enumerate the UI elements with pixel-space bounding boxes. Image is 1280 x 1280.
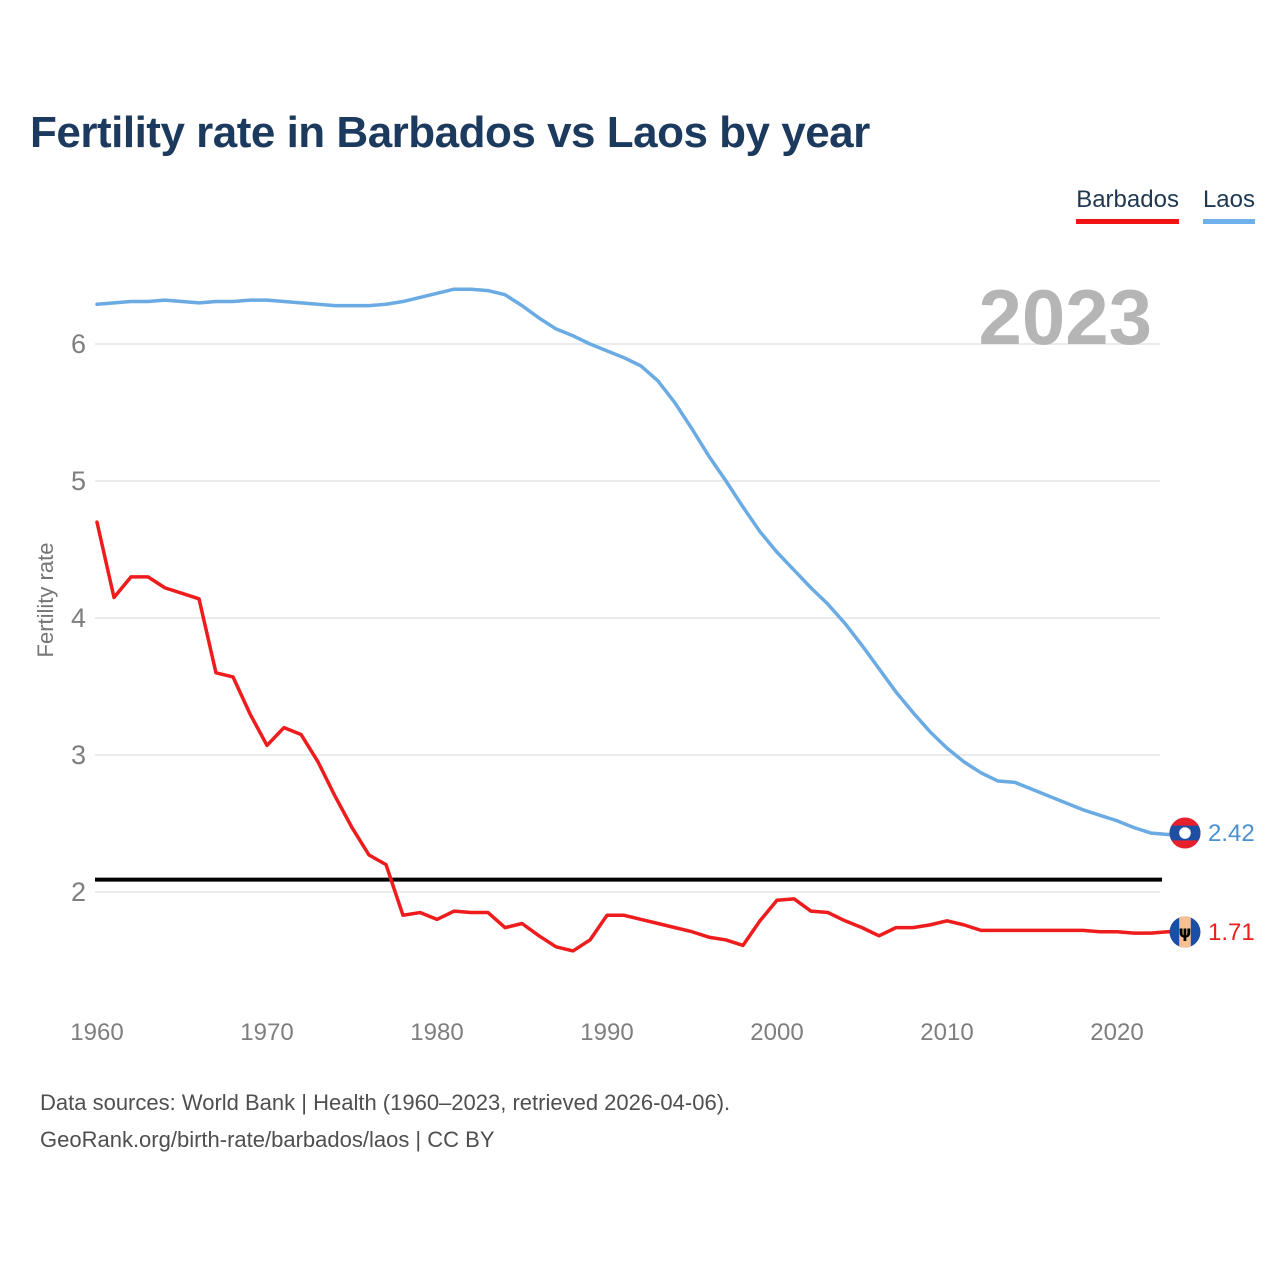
legend-item-barbados[interactable]: Barbados [1076, 186, 1179, 224]
svg-text:ψ: ψ [1179, 923, 1192, 942]
legend: Barbados Laos [1076, 186, 1255, 224]
barbados-flag-icon[interactable]: ψ [1169, 916, 1201, 948]
y-tick-3: 3 [71, 740, 86, 770]
x-tick-1970: 1970 [240, 1019, 293, 1046]
y-tick-5: 5 [71, 466, 86, 496]
barbados-end-value: 1.71 [1208, 919, 1255, 946]
y-tick-2: 2 [71, 877, 86, 907]
laos-line[interactable] [95, 287, 1174, 837]
y-tick-4: 4 [71, 603, 86, 633]
footer: Data sources: World Bank | Health (1960–… [40, 1084, 730, 1158]
watermark-year: 2023 [978, 273, 1152, 361]
x-tick-1980: 1980 [410, 1019, 463, 1046]
x-tick-2010: 2010 [920, 1019, 973, 1046]
laos-end-value: 2.42 [1208, 820, 1255, 847]
x-tick-2020: 2020 [1090, 1019, 1143, 1046]
laos-flag-icon[interactable] [1169, 817, 1201, 849]
y-axis-title: Fertility rate [33, 542, 58, 658]
x-tick-1960: 1960 [70, 1019, 123, 1046]
y-tick-6: 6 [71, 329, 86, 359]
x-tick-2000: 2000 [750, 1019, 803, 1046]
x-tick-1990: 1990 [580, 1019, 633, 1046]
page-title: Fertility rate in Barbados vs Laos by ye… [30, 108, 870, 157]
barbados-line[interactable] [95, 520, 1174, 953]
footer-attribution: GeoRank.org/birth-rate/barbados/laos | C… [40, 1127, 495, 1152]
footer-sources: Data sources: World Bank | Health (1960–… [40, 1090, 731, 1115]
legend-item-laos[interactable]: Laos [1202, 186, 1255, 224]
